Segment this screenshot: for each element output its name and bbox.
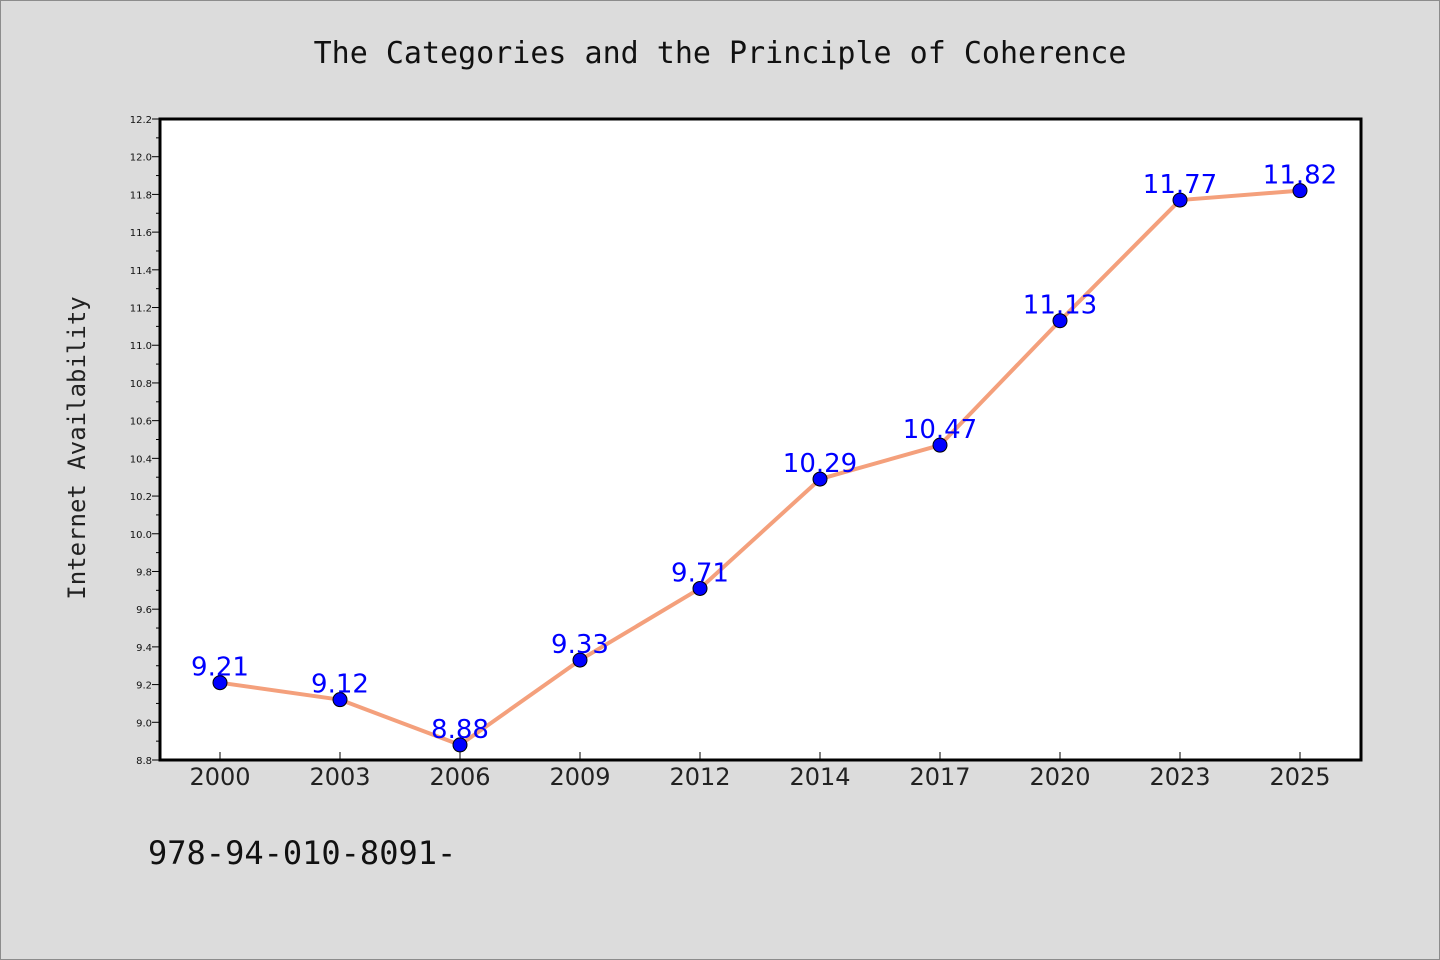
y-tick-label: 12.0 — [130, 153, 152, 164]
x-tick-label: 2012 — [669, 763, 730, 791]
y-tick-label: 10.6 — [130, 417, 152, 428]
x-tick-label: 2020 — [1029, 763, 1090, 791]
data-label: 9.21 — [191, 653, 249, 683]
y-tick-label: 11.8 — [130, 190, 152, 201]
data-label: 9.33 — [551, 630, 609, 660]
data-point — [1052, 313, 1068, 329]
data-point — [452, 737, 468, 753]
y-tick-label: 9.0 — [136, 718, 152, 729]
data-label: 9.12 — [311, 670, 369, 700]
plot-border — [158, 117, 1363, 762]
series-internet-availability — [212, 183, 1308, 753]
x-tick-label: 2006 — [429, 763, 490, 791]
y-tick-label: 9.6 — [136, 605, 152, 616]
x-tick-label: 2023 — [1149, 763, 1210, 791]
x-axis: 2000 2003 2006 2009 2012 2014 2017 2020 2023 2025 — [189, 752, 1331, 791]
data-label: 11.13 — [1023, 291, 1097, 321]
y-tick-label: 11.6 — [130, 228, 152, 239]
data-label: 10.29 — [783, 449, 857, 479]
plot-area — [160, 119, 1361, 760]
data-point — [1292, 183, 1308, 199]
x-tick-label: 2014 — [789, 763, 850, 791]
series-line — [219, 188, 1301, 747]
data-labels: 9.21 9.12 8.88 9.33 9.71 10.29 10.47 11.13 11.77… — [191, 161, 1337, 745]
y-tick-label: 8.8 — [136, 756, 152, 767]
y-tick-label: 11.0 — [130, 341, 152, 352]
data-point — [332, 692, 348, 708]
data-label: 9.71 — [671, 558, 729, 588]
data-point — [692, 580, 708, 596]
y-tick-label: 9.2 — [136, 681, 152, 692]
footer-code: 978-94-010-8091- — [148, 834, 456, 872]
y-tick-label: 12.2 — [130, 115, 152, 126]
y-axis: 8.8 9.0 9.2 9.4 9.6 9.8 10.0 10.2 10.4 10.6 10.8 11… — [130, 115, 160, 767]
data-label: 10.47 — [903, 415, 977, 445]
x-tick-label: 2017 — [909, 763, 970, 791]
y-tick-label: 10.2 — [130, 492, 152, 503]
data-point — [212, 675, 228, 691]
data-label: 8.88 — [431, 715, 489, 745]
y-tick-label: 9.4 — [136, 643, 152, 654]
x-tick-label: 2025 — [1269, 763, 1330, 791]
y-tick-label: 10.8 — [130, 379, 152, 390]
data-point — [572, 652, 588, 668]
chart-title: The Categories and the Principle of Cohe… — [314, 36, 1127, 71]
data-label: 11.77 — [1143, 170, 1217, 200]
y-tick-label: 10.0 — [130, 530, 152, 541]
x-tick-label: 2009 — [549, 763, 610, 791]
data-point — [1172, 192, 1188, 208]
data-label: 11.82 — [1263, 161, 1337, 191]
y-axis-label: Internet Availability — [63, 296, 91, 599]
y-tick-label: 9.8 — [136, 567, 152, 578]
x-tick-label: 2000 — [189, 763, 250, 791]
x-tick-label: 2003 — [309, 763, 370, 791]
y-tick-label: 10.4 — [130, 454, 152, 465]
data-point — [812, 471, 828, 487]
y-tick-label: 11.4 — [130, 266, 152, 277]
data-point — [932, 437, 948, 453]
y-tick-label: 11.2 — [130, 304, 152, 315]
